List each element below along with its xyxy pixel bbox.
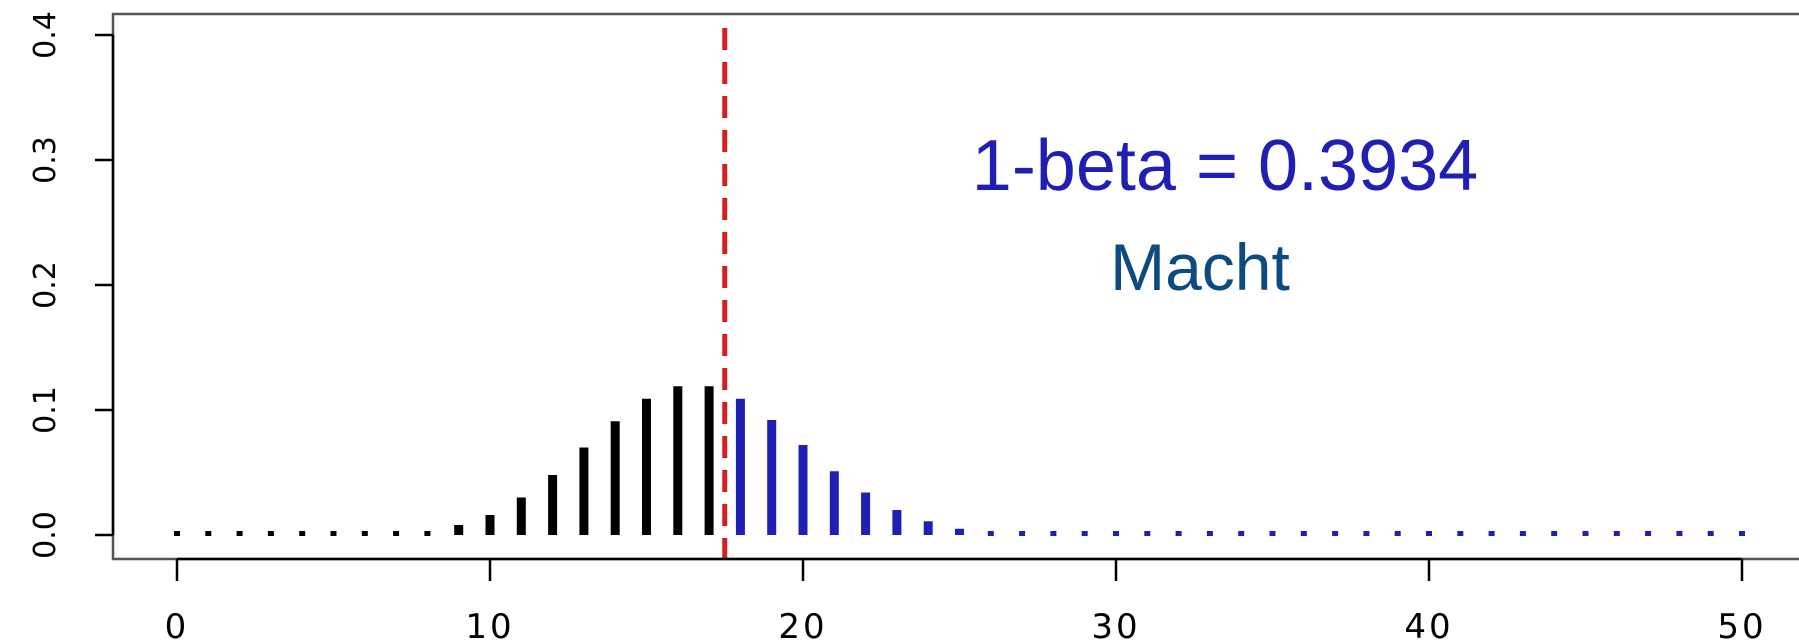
bar: [735, 398, 745, 535]
bar-point: [1645, 531, 1652, 536]
bar: [610, 421, 620, 535]
bar: [923, 521, 933, 535]
bar-point: [1457, 531, 1464, 536]
bar-point: [1081, 531, 1088, 536]
x-tick-label: 40: [1404, 607, 1453, 644]
bar-point: [205, 531, 212, 536]
bar: [485, 515, 495, 535]
bar-point: [1019, 531, 1026, 536]
bar: [704, 386, 714, 535]
bar-point: [1206, 531, 1213, 536]
y-tick-label: 0.0: [28, 511, 63, 559]
plot-frame: [111, 12, 1799, 561]
x-axis: 0 10 20 30 40 50: [165, 557, 1766, 644]
x-tick-label: 30: [1091, 607, 1140, 644]
y-axis: 0.0 0.1 0.2 0.3 0.4: [28, 11, 115, 559]
bar: [579, 447, 589, 535]
bar-point: [1144, 531, 1151, 536]
bar-point: [1707, 531, 1714, 536]
bar-point: [1488, 531, 1495, 536]
bar-point: [1613, 531, 1620, 536]
x-tick-label: 10: [465, 607, 514, 644]
bar: [767, 420, 777, 535]
bar-point: [1519, 531, 1526, 536]
x-tick-label: 50: [1717, 607, 1766, 644]
bar-point: [1394, 531, 1401, 536]
bar-point: [1363, 531, 1370, 536]
bar-point: [1332, 531, 1339, 536]
bar-point: [1582, 531, 1589, 536]
macht-annotation: Macht: [1110, 230, 1290, 304]
y-tick-label: 0.2: [28, 261, 63, 309]
x-tick-label: 0: [165, 607, 190, 644]
bar-point: [299, 531, 306, 536]
y-tick-label: 0.3: [28, 136, 63, 184]
bar: [829, 471, 839, 535]
bars-group: [174, 386, 1745, 536]
bar: [642, 398, 651, 535]
bar: [861, 492, 871, 535]
x-tick-label: 20: [778, 607, 827, 644]
bar-point: [1175, 531, 1182, 536]
bar: [955, 528, 964, 535]
power-annotation: 1-beta = 0.3934: [972, 126, 1478, 206]
bar-point: [174, 531, 180, 536]
bar-point: [1113, 531, 1119, 536]
bar: [454, 525, 464, 535]
bar: [892, 510, 902, 535]
bar-point: [1739, 531, 1745, 536]
bar-point: [1269, 531, 1276, 536]
bar-point: [267, 531, 274, 536]
bar-point: [1300, 531, 1307, 536]
y-tick-label: 0.4: [28, 11, 63, 59]
bar-point: [330, 531, 337, 536]
bar-point: [236, 531, 243, 536]
bar-point: [424, 531, 431, 536]
bar-point: [987, 531, 994, 536]
bar-point: [1676, 531, 1683, 536]
bar: [798, 445, 808, 535]
bar-point: [1050, 531, 1057, 536]
bar-point: [361, 531, 368, 536]
bar-point: [1238, 531, 1245, 536]
bar: [516, 497, 526, 535]
bar-point: [1551, 531, 1558, 536]
bar-point: [393, 531, 400, 536]
bar: [548, 475, 558, 535]
bar: [673, 386, 683, 535]
y-tick-label: 0.1: [28, 386, 63, 434]
bar-point: [1426, 531, 1432, 536]
